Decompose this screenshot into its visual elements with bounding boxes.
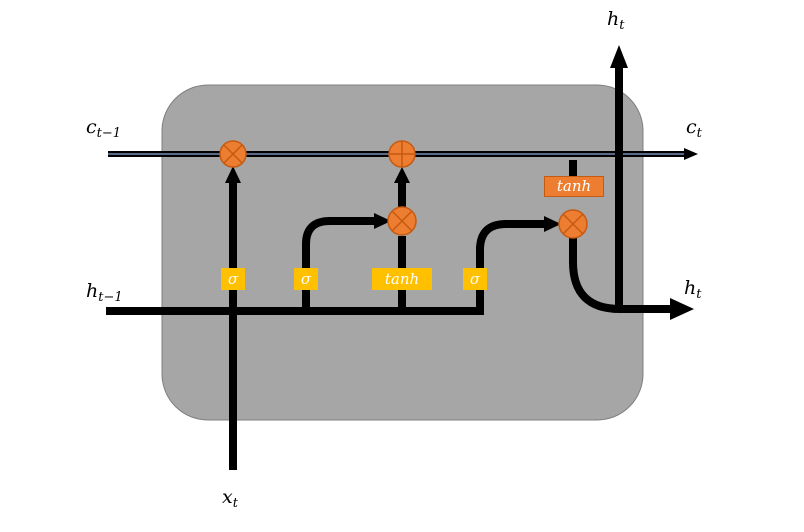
h-output-right-arrowhead bbox=[670, 298, 694, 320]
cell-add-op bbox=[388, 140, 416, 168]
output-gate-branch bbox=[476, 220, 545, 251]
output-gate-arrowhead bbox=[544, 216, 561, 232]
input-gate-branch bbox=[302, 217, 375, 311]
label-h-out-top: ht bbox=[607, 8, 625, 33]
label-c-prev: ct−1 bbox=[86, 116, 122, 141]
forget-gate-sigma: σ bbox=[221, 268, 245, 290]
label-h-out-right: ht bbox=[684, 277, 702, 302]
h-output-up-arrowhead bbox=[610, 45, 628, 68]
output-gate-sigma: σ bbox=[463, 268, 487, 290]
label-c-out: ct bbox=[686, 116, 702, 141]
label-x-in: xt bbox=[222, 486, 238, 511]
cell-state-arrowhead bbox=[684, 148, 698, 160]
multiply-to-add-arrowhead bbox=[394, 167, 410, 183]
h-prev-line bbox=[106, 246, 484, 315]
input-gate-arrowhead bbox=[374, 213, 391, 229]
x-input-arrowhead bbox=[225, 166, 241, 183]
input-gate-sigma: σ bbox=[294, 268, 318, 290]
forget-multiply-op bbox=[219, 140, 247, 168]
output-multiply-op bbox=[558, 209, 588, 239]
input-multiply-op bbox=[387, 206, 417, 236]
cell-tanh-box: tanh bbox=[544, 176, 604, 197]
candidate-gate-tanh: tanh bbox=[372, 268, 432, 290]
label-h-prev: ht−1 bbox=[86, 280, 123, 305]
